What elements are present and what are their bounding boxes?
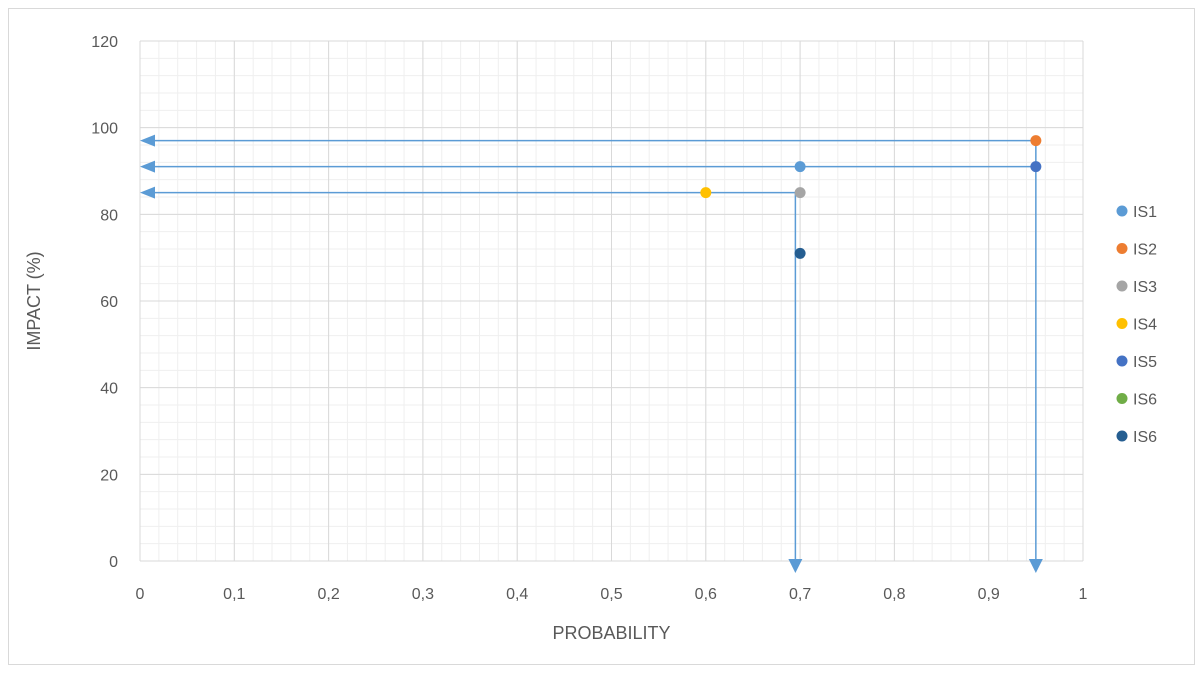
legend-label: IS1 [1133, 204, 1157, 221]
major-gridlines [139, 40, 1084, 562]
data-point-is5-4 [1030, 161, 1042, 173]
data-point-is6-6 [794, 247, 806, 259]
x-tick-label: 0 [136, 586, 145, 603]
x-tick-label: 0,8 [883, 586, 905, 603]
legend-label: IS5 [1133, 354, 1157, 371]
legend-item-is5-4: IS5 [1116, 354, 1157, 371]
x-tick-label: 1 [1079, 586, 1088, 603]
x-tick-label: 0,2 [317, 586, 339, 603]
horizontal-guide-arrow [140, 134, 1036, 147]
legend-label: IS3 [1133, 279, 1157, 296]
data-point-is3-2 [794, 187, 806, 199]
x-tick-labels: 0 0,1 0,2 0,3 0,4 0,5 0,6 0,7 0,8 0,9 1 [136, 586, 1088, 603]
y-tick-label: 60 [100, 294, 118, 311]
x-tick-label: 0,3 [412, 586, 434, 603]
legend-marker [1116, 355, 1128, 367]
x-tick-label: 0,4 [506, 586, 528, 603]
legend-marker [1116, 280, 1128, 292]
legend-label: IS2 [1133, 242, 1157, 259]
legend-marker [1116, 393, 1128, 404]
legend: IS1 IS2 IS3 IS4 IS5 IS6 IS6 [1116, 204, 1157, 446]
x-tick-label: 0,1 [223, 586, 245, 603]
legend-item-is6-5: IS6 [1116, 392, 1157, 409]
y-tick-label: 80 [100, 207, 118, 224]
data-points [700, 135, 1042, 259]
legend-item-is4-3: IS4 [1116, 317, 1157, 334]
legend-label: IS6 [1133, 429, 1157, 446]
legend-marker [1116, 205, 1128, 217]
data-point-is1-0 [794, 161, 806, 173]
y-axis-title: IMPACT (%) [24, 251, 44, 350]
legend-item-is3-2: IS3 [1116, 279, 1157, 296]
x-tick-label: 0,6 [695, 586, 717, 603]
x-tick-label: 0,9 [978, 586, 1000, 603]
guide-arrows [140, 134, 1043, 573]
chart-frame [8, 8, 1195, 665]
y-tick-label: 120 [91, 34, 118, 51]
vertical-guide-arrow [1028, 140, 1043, 573]
legend-item-is6-6: IS6 [1116, 429, 1157, 446]
data-point-is2-1 [1030, 135, 1042, 147]
legend-marker [1116, 243, 1128, 254]
legend-label: IS6 [1133, 392, 1157, 409]
horizontal-guide-arrow [140, 160, 1036, 173]
legend-item-is1-0: IS1 [1116, 204, 1157, 221]
legend-marker [1116, 318, 1128, 329]
y-tick-label: 0 [109, 554, 118, 571]
legend-item-is2-1: IS2 [1116, 242, 1157, 259]
y-tick-label: 20 [100, 467, 118, 484]
y-tick-labels: 0 20 40 60 80 100 120 [91, 34, 118, 571]
horizontal-guide-arrow [140, 186, 801, 199]
legend-marker [1116, 430, 1128, 442]
y-tick-label: 100 [91, 121, 118, 138]
x-tick-label: 0,7 [789, 586, 811, 603]
x-axis-title: PROBABILITY [552, 623, 670, 643]
legend-label: IS4 [1133, 317, 1157, 334]
y-tick-label: 40 [100, 381, 118, 398]
data-point-is4-3 [700, 187, 712, 199]
x-tick-label: 0,5 [600, 586, 622, 603]
